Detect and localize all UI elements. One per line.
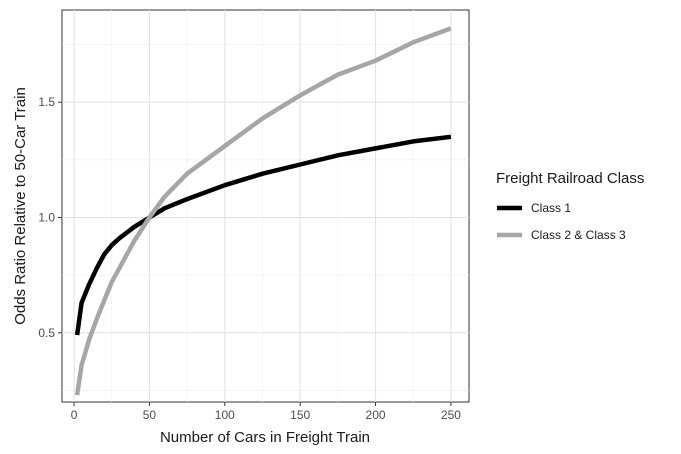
- x-tick-label: 250: [441, 408, 461, 422]
- y-axis-title: Odds Ratio Relative to 50-Car Train: [12, 87, 29, 325]
- y-tick-label: 1.0: [38, 211, 55, 225]
- x-tick-label: 0: [71, 408, 78, 422]
- series-line-class-1: [74, 134, 452, 336]
- x-axis-title: Number of Cars in Freight Train: [160, 429, 370, 446]
- y-tick-label: 1.5: [38, 95, 55, 109]
- y-tick-label: 0.5: [38, 326, 55, 340]
- legend-label-class-1: Class 1: [531, 201, 571, 215]
- series-line-class-2-3: [74, 26, 452, 396]
- plot-panel: [61, 9, 470, 403]
- x-tick-label: 150: [290, 408, 310, 422]
- x-tick-label: 100: [215, 408, 235, 422]
- legend-label-class-2-3: Class 2 & Class 3: [531, 228, 626, 242]
- axis-ticks: 0 50 100 150 200 250 0.5 1.0 1.5: [38, 95, 461, 422]
- x-tick-label: 200: [366, 408, 386, 422]
- grid-lines: [62, 10, 469, 402]
- series-lines: [74, 26, 452, 396]
- x-tick-label: 50: [143, 408, 157, 422]
- legend-title: Freight Railroad Class: [496, 170, 644, 187]
- legend: Freight Railroad Class Class 1 Class 2 &…: [496, 170, 644, 242]
